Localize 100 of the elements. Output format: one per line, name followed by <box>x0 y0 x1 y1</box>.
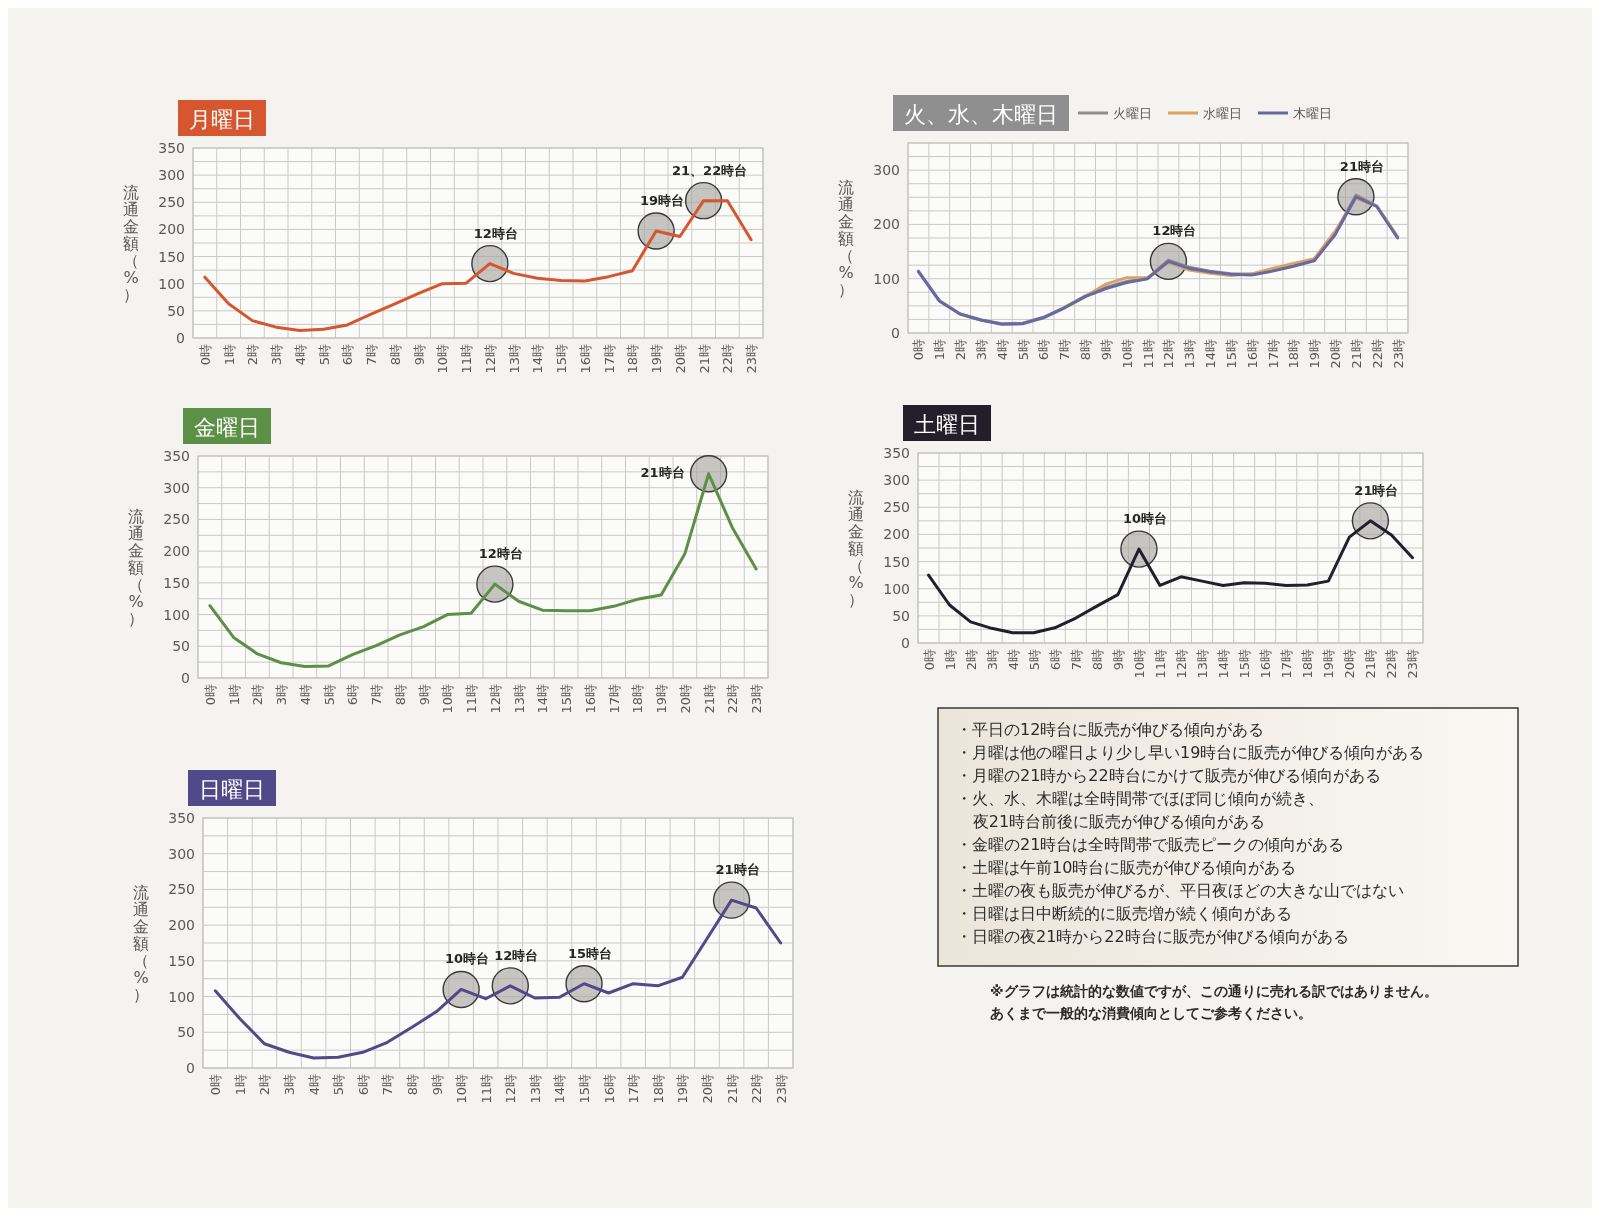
x-tick-label: 7時 <box>368 684 384 706</box>
x-tick-label: 19時 <box>648 344 664 374</box>
x-tick-label: 1時 <box>931 339 947 361</box>
x-tick-label: 14時 <box>529 344 545 374</box>
x-tick-label: 11時 <box>458 344 474 374</box>
x-tick-label: 20時 <box>672 344 688 374</box>
x-tick-label: 20時 <box>677 684 693 714</box>
x-tick-label: 14時 <box>1202 339 1218 369</box>
y-tick-label: 100 <box>158 275 185 292</box>
x-tick-label: 6時 <box>344 684 360 706</box>
text: ・月曜は他の曜日より少し早い19時台に販売が伸びる傾向がある <box>956 743 1425 762</box>
x-tick-label: 16時 <box>1257 649 1273 679</box>
legend-label: 火曜日 <box>1113 105 1152 121</box>
y-axis-title: 流通金額（%） <box>128 506 144 628</box>
x-tick-label: 7時 <box>1056 339 1072 361</box>
x-tick-label: 22時 <box>748 1074 764 1104</box>
x-tick-label: 21時 <box>724 1074 740 1104</box>
x-tick-label: 7時 <box>1068 649 1084 671</box>
y-tick-label: 250 <box>168 881 195 898</box>
x-tick-label: 2時 <box>952 339 968 361</box>
x-tick-label: 3時 <box>273 684 289 706</box>
x-tick-label: 4時 <box>292 344 308 366</box>
x-tick-label: 4時 <box>1005 649 1021 671</box>
x-tick-label: 10時 <box>439 684 455 714</box>
chart-title: 日曜日 <box>199 776 265 802</box>
x-tick-label: 4時 <box>297 684 313 706</box>
text: ・日曜は日中断続的に販売増が続く傾向がある <box>956 904 1292 923</box>
x-tick-label: 11時 <box>1152 649 1168 679</box>
y-tick-label: 300 <box>883 472 910 489</box>
x-tick-label: 5時 <box>316 344 332 366</box>
x-tick-label: 13時 <box>527 1074 543 1104</box>
y-tick-label: 100 <box>873 270 900 287</box>
text: ・土曜の夜も販売が伸びるが、平日夜ほどの大きな山ではない <box>956 881 1404 900</box>
annotation: 10時台 <box>445 951 490 967</box>
x-tick-label: 17時 <box>601 344 617 374</box>
y-axis-title: 流通金額（%） <box>838 177 854 299</box>
annotation: 19時台 <box>640 193 685 209</box>
annotation: 15時台 <box>567 945 613 961</box>
legend-label: 水曜日 <box>1203 105 1242 121</box>
x-tick-label: 12時 <box>1160 339 1176 369</box>
y-tick-label: 350 <box>158 140 185 156</box>
x-tick-label: 7時 <box>363 344 379 366</box>
x-tick-label: 5時 <box>1026 649 1042 671</box>
y-tick-label: 50 <box>177 1024 195 1041</box>
y-tick-label: 350 <box>168 810 195 826</box>
x-tick-label: 14時 <box>551 1074 567 1104</box>
x-tick-label: 18時 <box>650 1074 666 1104</box>
y-axis-title: 流通金額（%） <box>848 487 864 609</box>
y-tick-label: 300 <box>873 162 900 179</box>
annotation: 21時台 <box>1354 482 1399 498</box>
x-tick-label: 16時 <box>577 344 593 374</box>
y-tick-label: 50 <box>172 638 190 655</box>
y-tick-label: 100 <box>168 988 195 1005</box>
y-tick-label: 300 <box>163 479 190 496</box>
annotation: 12時台 <box>478 546 523 562</box>
text: ・火、水、木曜は全時間帯でほぼ同じ傾向が続き、夜21時台前後に販売が伸びる傾向がある <box>956 789 1324 831</box>
y-tick-label: 100 <box>883 580 910 597</box>
x-tick-label: 1時 <box>232 1074 248 1096</box>
x-tick-label: 17時 <box>1265 339 1281 369</box>
x-tick-label: 21時 <box>701 684 717 714</box>
x-tick-label: 3時 <box>973 339 989 361</box>
x-tick-label: 11時 <box>1140 339 1156 369</box>
x-tick-label: 9時 <box>1110 649 1126 671</box>
y-tick-label: 0 <box>186 1060 195 1076</box>
x-tick-label: 0時 <box>921 649 937 671</box>
x-tick-label: 5時 <box>1015 339 1031 361</box>
x-tick-label: 20時 <box>1327 339 1343 369</box>
y-tick-label: 200 <box>168 917 195 934</box>
x-tick-label: 19時 <box>653 684 669 714</box>
x-tick-label: 15時 <box>576 1074 592 1104</box>
x-tick-label: 10時 <box>1131 649 1147 679</box>
y-tick-label: 200 <box>873 216 900 233</box>
chart-title: 火、水、木曜日 <box>904 101 1058 127</box>
x-tick-label: 15時 <box>558 684 574 714</box>
x-tick-label: 3時 <box>984 649 1000 671</box>
x-tick-label: 0時 <box>197 344 213 366</box>
chart-title: 月曜日 <box>189 106 255 132</box>
x-tick-label: 20時 <box>699 1074 715 1104</box>
annotation: 21、22時台 <box>672 162 748 178</box>
annotation: 12時台 <box>494 947 539 963</box>
x-tick-label: 13時 <box>1194 649 1210 679</box>
x-tick-label: 16時 <box>582 684 598 714</box>
x-tick-label: 10時 <box>1119 339 1135 369</box>
x-tick-label: 6時 <box>1035 339 1051 361</box>
text: ・月曜の21時から22時台にかけて販売が伸びる傾向がある <box>956 766 1381 785</box>
y-tick-label: 250 <box>883 499 910 516</box>
chart-title: 土曜日 <box>914 411 980 437</box>
annotation: 21時台 <box>715 862 760 878</box>
x-tick-label: 18時 <box>624 344 640 374</box>
x-tick-label: 16時 <box>1244 339 1260 369</box>
x-tick-label: 23時 <box>1404 649 1420 679</box>
x-tick-label: 15時 <box>553 344 569 374</box>
y-tick-label: 250 <box>163 511 190 528</box>
x-tick-label: 2時 <box>244 344 260 366</box>
annotation: 21時台 <box>640 464 685 480</box>
x-tick-label: 14時 <box>534 684 550 714</box>
x-tick-label: 21時 <box>1362 649 1378 679</box>
x-tick-label: 3時 <box>268 344 284 366</box>
x-tick-label: 16時 <box>601 1074 617 1104</box>
y-tick-label: 0 <box>176 330 185 346</box>
